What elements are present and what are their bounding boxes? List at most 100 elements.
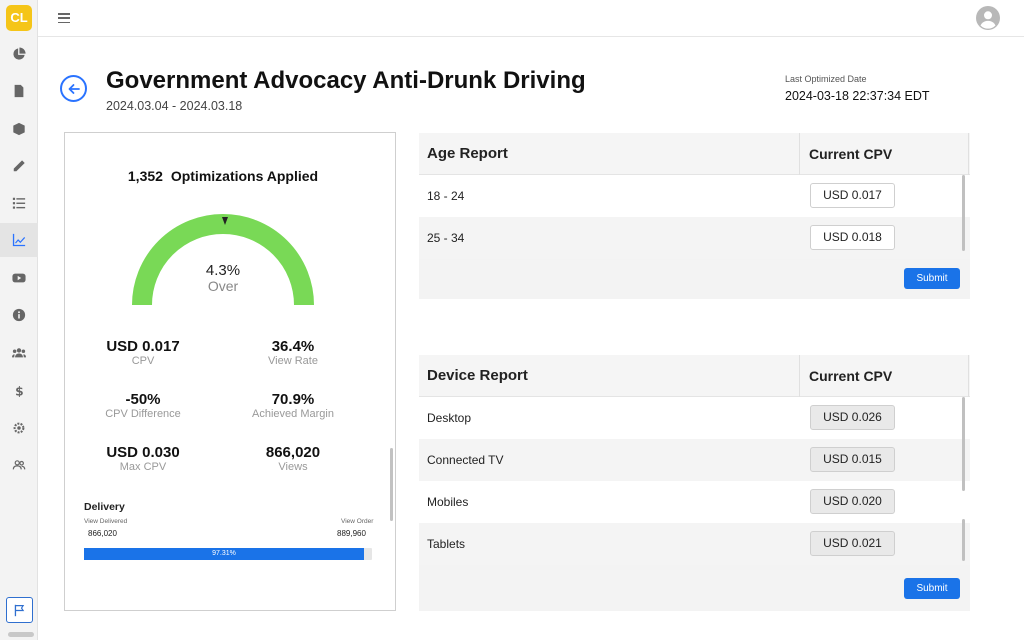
view-delivered-value: 866,020 [88, 529, 117, 538]
line-chart-icon [12, 233, 26, 247]
user-group-icon [12, 460, 26, 470]
gauge-value: 4.3% [205, 262, 241, 279]
stat-label: View Rate [268, 355, 318, 367]
campaign-date-range: 2024.03.04 - 2024.03.18 [106, 99, 243, 113]
stat-label: Achieved Margin [252, 408, 334, 420]
users-icon [12, 348, 26, 358]
sidebar-item-users[interactable] [0, 336, 38, 370]
view-order-value: 889,960 [337, 529, 366, 538]
sidebar-item-list[interactable] [0, 186, 38, 220]
device-report-title: Device Report [427, 367, 528, 384]
summary-scrollbar[interactable] [390, 448, 393, 521]
column-divider [799, 133, 800, 175]
column-divider [968, 355, 969, 397]
stat-max-cpv: USD 0.030 Max CPV [78, 444, 208, 473]
feedback-flag-button[interactable] [6, 597, 33, 623]
sidebar-scrollbar[interactable] [8, 632, 34, 637]
sidebar: CL $ [0, 0, 38, 640]
optimizations-applied: 1,352 Optimizations Applied [65, 168, 381, 184]
device-name: Tablets [427, 537, 466, 551]
optimizations-label: Optimizations Applied [170, 168, 319, 184]
sidebar-item-analytics[interactable] [0, 223, 38, 257]
table-row: 25 - 34 USD 0.018 [419, 217, 970, 259]
document-icon [14, 84, 24, 98]
delivery-progress-bar: 97.31% [84, 548, 372, 560]
last-optimized-value: 2024-03-18 22:37:34 EDT [785, 89, 930, 103]
device-report-header: Device Report Current CPV [419, 355, 970, 397]
age-report-title: Age Report [427, 145, 508, 162]
arrow-left-icon [68, 83, 80, 94]
stat-views: 866,020 Views [228, 444, 358, 473]
stat-cpv: USD 0.017 CPV [78, 338, 208, 367]
stat-view-rate: 36.4% View Rate [228, 338, 358, 367]
cpv-input[interactable]: USD 0.015 [810, 447, 895, 472]
cpv-input[interactable]: USD 0.026 [810, 405, 895, 430]
age-report-scrollbar[interactable] [962, 175, 965, 251]
cpv-input[interactable]: USD 0.021 [810, 531, 895, 556]
current-cpv-header: Current CPV [809, 368, 893, 384]
device-report-scrollbar-lower[interactable] [962, 519, 965, 561]
top-bar [38, 0, 1024, 37]
table-row: Tablets USD 0.021 [419, 523, 970, 565]
dollar-icon: $ [15, 384, 24, 397]
device-name: Desktop [427, 411, 472, 425]
pie-chart-icon [13, 47, 26, 60]
sidebar-item-overview[interactable] [0, 37, 38, 71]
age-report-header: Age Report Current CPV [419, 133, 970, 175]
delivery-title: Delivery [84, 501, 125, 513]
delivery-progress-fill [84, 548, 365, 560]
box-icon [13, 122, 25, 136]
pencil-icon [13, 160, 25, 172]
table-row: 18 - 24 USD 0.017 [419, 175, 970, 217]
sidebar-item-documents[interactable] [0, 74, 38, 108]
gauge-arc [132, 214, 314, 306]
age-report-table: Age Report Current CPV 18 - 24 USD 0.017… [419, 133, 970, 299]
column-divider [968, 133, 969, 175]
sidebar-item-settings[interactable] [0, 411, 38, 445]
user-avatar-icon[interactable] [976, 6, 1000, 30]
view-delivered-label: View Delivered [84, 518, 128, 525]
age-report-submit-button[interactable]: Submit [904, 268, 960, 289]
cpv-input[interactable]: USD 0.017 [810, 183, 895, 208]
pacing-gauge [132, 214, 314, 306]
device-report-submit-button[interactable]: Submit [904, 578, 960, 599]
cpv-input[interactable]: USD 0.020 [810, 489, 895, 514]
menu-icon[interactable] [58, 13, 70, 24]
info-icon [12, 308, 26, 322]
optimization-summary-card: 1,352 Optimizations Applied 4.3% Over US… [64, 132, 396, 611]
delivery-progress-text: 97.31% [212, 550, 236, 557]
sidebar-item-billing[interactable]: $ [0, 373, 38, 407]
sidebar-item-products[interactable] [0, 112, 38, 146]
gauge-status: Over [207, 278, 239, 294]
table-row: Connected TV USD 0.015 [419, 439, 970, 481]
stat-label: Views [278, 461, 308, 473]
flag-icon [14, 604, 25, 616]
age-range: 25 - 34 [427, 231, 465, 245]
sidebar-item-info[interactable] [0, 298, 38, 332]
stat-value: -50% [125, 391, 161, 408]
stat-value: 70.9% [271, 391, 315, 408]
optimizations-count: 1,352 [127, 168, 163, 184]
cpv-input[interactable]: USD 0.018 [810, 225, 895, 250]
current-cpv-header: Current CPV [809, 146, 893, 162]
stat-value: USD 0.030 [106, 444, 180, 461]
page-title: Government Advocacy Anti-Drunk Driving [106, 67, 586, 94]
list-icon [12, 197, 26, 209]
stat-cpv-difference: -50% CPV Difference [78, 391, 208, 420]
sidebar-item-team[interactable] [0, 448, 38, 482]
sidebar-item-youtube[interactable] [0, 261, 38, 295]
stat-value: 36.4% [271, 338, 315, 355]
svg-text:$: $ [15, 384, 24, 397]
view-order-label: View Order [341, 518, 374, 525]
device-name: Mobiles [427, 495, 469, 509]
youtube-icon [12, 273, 26, 283]
age-range: 18 - 24 [427, 189, 465, 203]
stat-label: CPV Difference [105, 408, 181, 420]
sidebar-item-edit[interactable] [0, 149, 38, 183]
stat-label: CPV [131, 355, 155, 367]
device-report-scrollbar[interactable] [962, 397, 965, 491]
back-button[interactable] [60, 75, 87, 102]
app-logo[interactable]: CL [6, 5, 32, 31]
settings-icon [13, 422, 25, 434]
